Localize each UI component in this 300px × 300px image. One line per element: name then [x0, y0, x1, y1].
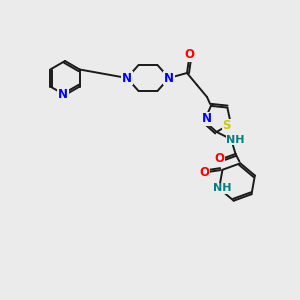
Text: NH: NH [213, 184, 231, 194]
Text: N: N [122, 71, 132, 85]
Text: O: O [184, 49, 194, 62]
Text: S: S [223, 119, 231, 132]
Text: N: N [58, 88, 68, 101]
Text: O: O [214, 152, 224, 165]
Text: N: N [164, 71, 174, 85]
Text: O: O [200, 166, 209, 179]
Text: NH: NH [226, 135, 245, 145]
Text: N: N [202, 112, 212, 125]
